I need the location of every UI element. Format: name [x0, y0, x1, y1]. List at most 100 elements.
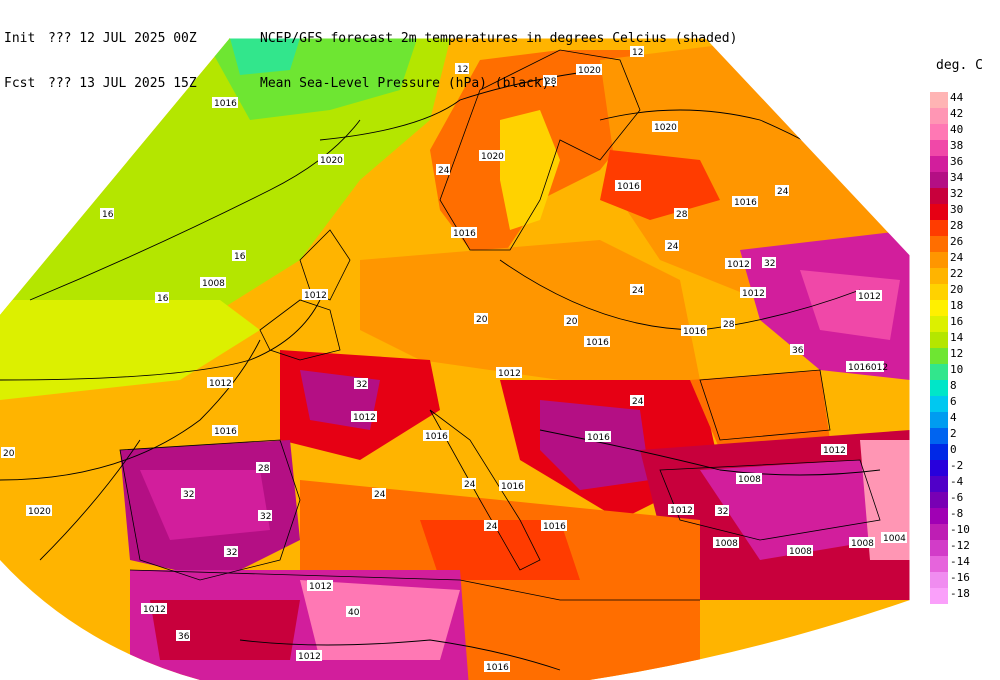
legend-item: -10: [930, 524, 1000, 540]
temperature-label: 24: [372, 488, 386, 500]
svg-text:1012: 1012: [304, 291, 327, 301]
legend-label: 24: [950, 251, 964, 264]
svg-text:1008: 1008: [202, 279, 225, 289]
legend-item: 28: [930, 220, 1000, 236]
legend-label: -10: [950, 523, 970, 536]
svg-text:1016: 1016: [734, 198, 757, 208]
legend-swatch: [930, 348, 948, 364]
svg-text:24: 24: [632, 286, 644, 296]
svg-text:12: 12: [457, 65, 468, 75]
isobar-labels: 1020 1020 1020 1020 1020 1016 1016 1016 …: [26, 64, 907, 673]
isobar-label: 1004: [881, 532, 907, 544]
legend-swatch: [930, 268, 948, 284]
svg-text:1020: 1020: [320, 156, 343, 166]
legend-item: 14: [930, 332, 1000, 348]
temperature-label: 32: [354, 378, 368, 390]
svg-text:1016: 1016: [453, 229, 476, 239]
legend-swatch: [930, 556, 948, 572]
legend-label: -12: [950, 539, 970, 552]
svg-text:1020: 1020: [654, 123, 677, 133]
legend-label: 44: [950, 91, 964, 104]
fcst-key: Fcst: [4, 76, 36, 91]
isobar-label: 1008: [713, 537, 739, 549]
isobar-label: 1012: [856, 290, 882, 302]
svg-text:1020: 1020: [481, 152, 504, 162]
isobar-label: 1016: [212, 97, 238, 109]
temperature-label: 20: [474, 313, 488, 325]
isobar-label: 1020: [26, 505, 52, 517]
legend-swatch: [930, 92, 948, 108]
temperature-label: 16: [232, 250, 246, 262]
color-legend: 44 42 40 38 36 34 32 30 28 26 24 22 20 18 16 14 12 10 8 6 4 2…: [930, 92, 1000, 604]
svg-text:1008: 1008: [715, 539, 738, 549]
legend-label: 28: [950, 219, 964, 232]
svg-text:32: 32: [260, 512, 271, 522]
temperature-label: 32: [762, 257, 776, 269]
legend-swatch: [930, 508, 948, 524]
legend-item: 36: [930, 156, 1000, 172]
legend-item: -12: [930, 540, 1000, 556]
legend-swatch: [930, 236, 948, 252]
isobar-label: 1012: [821, 444, 847, 456]
svg-text:24: 24: [438, 166, 450, 176]
svg-text:1012: 1012: [209, 379, 232, 389]
isobar-label: 1016: [732, 196, 758, 208]
temperature-label: 24: [775, 185, 789, 197]
legend-swatch: [930, 220, 948, 236]
svg-text:36: 36: [792, 346, 804, 356]
legend-label: 0: [950, 443, 957, 456]
temperature-label: 32: [181, 488, 195, 500]
svg-text:1016: 1016: [486, 663, 509, 673]
svg-text:1008: 1008: [789, 547, 812, 557]
legend-label: 36: [950, 155, 964, 168]
legend-swatch: [930, 364, 948, 380]
legend-item: -6: [930, 492, 1000, 508]
svg-text:1012: 1012: [353, 413, 376, 423]
legend-label: -18: [950, 587, 970, 600]
svg-text:16: 16: [102, 210, 114, 220]
isobar-label: 1012: [740, 287, 766, 299]
legend-label: 14: [950, 331, 964, 344]
legend-item: -18: [930, 588, 1000, 604]
temperature-label: 12: [455, 63, 469, 75]
svg-text:1008: 1008: [738, 475, 761, 485]
legend-swatch: [930, 572, 948, 588]
svg-text:24: 24: [464, 480, 476, 490]
svg-text:1016: 1016: [214, 427, 237, 437]
legend-swatch: [930, 588, 948, 604]
legend-label: -16: [950, 571, 970, 584]
isobar-label: 1012: [307, 580, 333, 592]
isobar-label: 1012: [141, 603, 167, 615]
svg-text:16: 16: [157, 294, 169, 304]
legend-swatch: [930, 492, 948, 508]
legend-label: 10: [950, 363, 964, 376]
legend-item: 16: [930, 316, 1000, 332]
svg-text:1016: 1016: [543, 522, 566, 532]
legend-item: 42: [930, 108, 1000, 124]
svg-text:12: 12: [632, 48, 643, 58]
legend-label: 26: [950, 235, 964, 248]
svg-text:1016: 1016: [587, 433, 610, 443]
isobar-label: 1008: [200, 277, 226, 289]
svg-text:1012: 1012: [298, 652, 321, 662]
svg-text:24: 24: [486, 522, 498, 532]
legend-label: -8: [950, 507, 964, 520]
legend-label: 12: [950, 347, 964, 360]
legend-swatch: [930, 124, 948, 140]
svg-text:28: 28: [545, 77, 557, 87]
legend-item: -2: [930, 460, 1000, 476]
isobar-label: 1012: [302, 289, 328, 301]
temperature-label: 32: [258, 510, 272, 522]
svg-text:20: 20: [476, 315, 488, 325]
legend-item: 18: [930, 300, 1000, 316]
legend-item: 30: [930, 204, 1000, 220]
title-line-1: NCEP/GFS forecast 2m temperatures in deg…: [260, 31, 738, 46]
legend-item: 10: [930, 364, 1000, 380]
legend-label: -4: [950, 475, 964, 488]
legend-item: 44: [930, 92, 1000, 108]
isobar-label: 1020: [576, 64, 602, 76]
svg-text:1012: 1012: [727, 260, 750, 270]
svg-text:1004: 1004: [883, 534, 906, 544]
legend-swatch: [930, 396, 948, 412]
legend-item: 34: [930, 172, 1000, 188]
